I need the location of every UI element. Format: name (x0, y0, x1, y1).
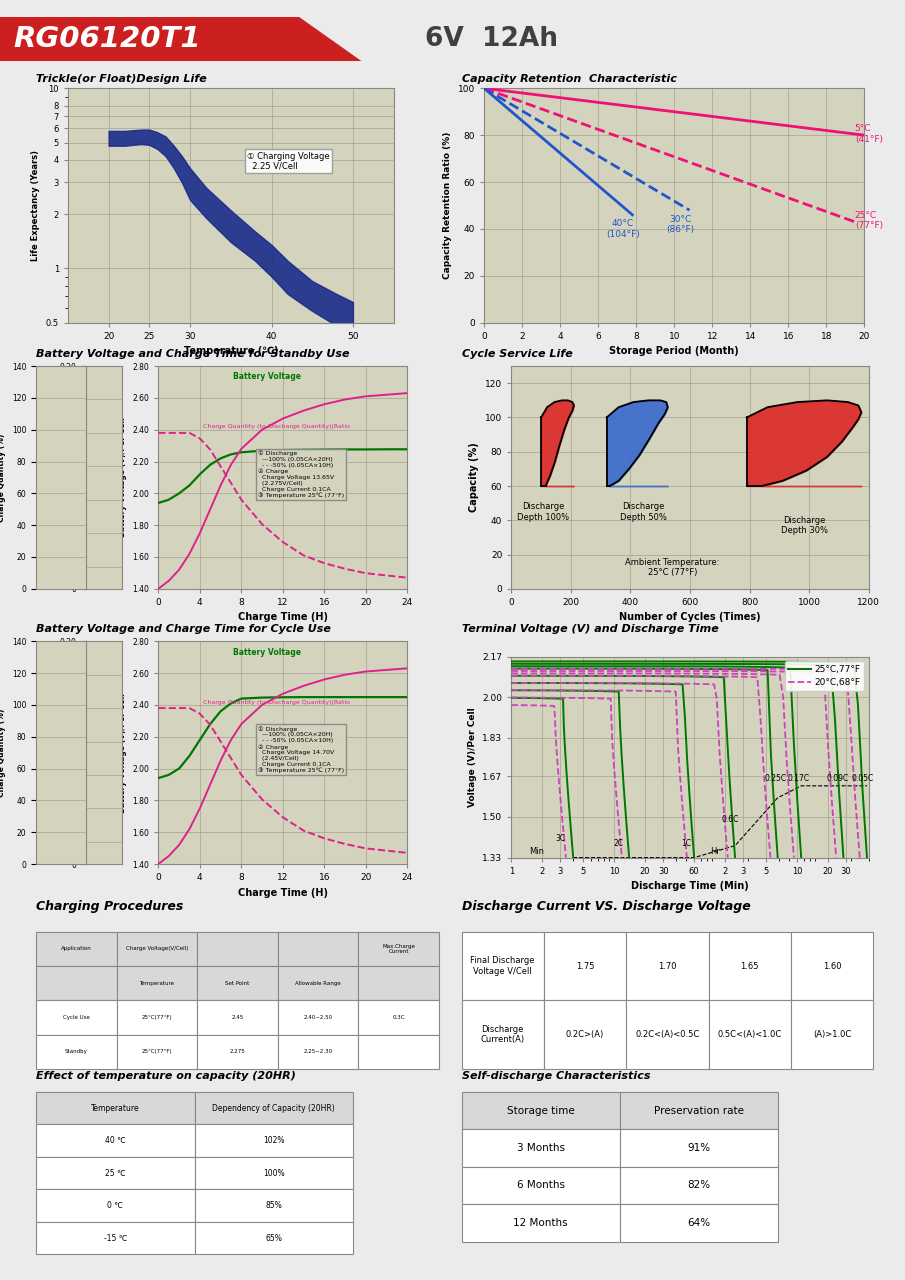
Text: Capacity Retention  Characteristic: Capacity Retention Characteristic (462, 74, 676, 84)
Text: 6V  12Ah: 6V 12Ah (425, 26, 558, 52)
Text: Ambient Temperature:
25°C (77°F): Ambient Temperature: 25°C (77°F) (625, 558, 719, 577)
Text: Charge Quantity (to-Discharge Quantity)(Ratio: Charge Quantity (to-Discharge Quantity)(… (203, 700, 350, 705)
Text: Terminal Voltage (V) and Discharge Time: Terminal Voltage (V) and Discharge Time (462, 625, 719, 635)
Text: 5°C
(41°F): 5°C (41°F) (855, 124, 882, 143)
X-axis label: Number of Cycles (Times): Number of Cycles (Times) (619, 612, 761, 622)
Legend: 25°C,77°F, 20°C,68°F: 25°C,77°F, 20°C,68°F (785, 662, 864, 691)
Text: Discharge
Depth 100%: Discharge Depth 100% (518, 502, 569, 522)
Text: 2C: 2C (614, 838, 624, 847)
Text: Discharge
Depth 30%: Discharge Depth 30% (781, 516, 828, 535)
Text: Charging Procedures: Charging Procedures (36, 900, 184, 913)
Text: Cycle Service Life: Cycle Service Life (462, 349, 572, 360)
Text: ① Discharge
  —100% (0.05CA×20H)
  - - -50% (0.05CA×10H)
② Charge
  Charge Volta: ① Discharge —100% (0.05CA×20H) - - -50% … (258, 726, 344, 773)
Text: Trickle(or Float)Design Life: Trickle(or Float)Design Life (36, 74, 207, 84)
Text: 0.6C: 0.6C (721, 814, 739, 824)
Text: ① Discharge
  —100% (0.05CA×20H)
  - - -50% (0.05CA×10H)
② Charge
  Charge Volta: ① Discharge —100% (0.05CA×20H) - - -50% … (258, 451, 344, 498)
Y-axis label: Life Expectancy (Years): Life Expectancy (Years) (31, 150, 40, 261)
Text: Discharge Current VS. Discharge Voltage: Discharge Current VS. Discharge Voltage (462, 900, 750, 913)
Text: Battery Voltage and Charge Time for Standby Use: Battery Voltage and Charge Time for Stan… (36, 349, 349, 360)
Y-axis label: Charge Quantity (%): Charge Quantity (%) (0, 433, 6, 522)
X-axis label: Temperature (℃): Temperature (℃) (184, 346, 278, 356)
Text: 40°C
(104°F): 40°C (104°F) (606, 219, 640, 239)
Y-axis label: Battery Voltage (V)/Per Cell: Battery Voltage (V)/Per Cell (118, 692, 127, 813)
X-axis label: Storage Period (Month): Storage Period (Month) (609, 346, 739, 356)
X-axis label: Charge Time (H): Charge Time (H) (238, 887, 328, 897)
Text: Effect of temperature on capacity (20HR): Effect of temperature on capacity (20HR) (36, 1071, 296, 1082)
Text: Battery Voltage: Battery Voltage (233, 648, 301, 657)
Text: 3C: 3C (556, 833, 566, 842)
Text: 30°C
(86°F): 30°C (86°F) (666, 215, 694, 234)
Y-axis label: Charge Current (CA): Charge Current (CA) (44, 434, 53, 521)
Y-axis label: Capacity Retention Ratio (%): Capacity Retention Ratio (%) (443, 132, 452, 279)
Text: 0.09C: 0.09C (827, 774, 849, 783)
Text: Min: Min (529, 847, 545, 856)
Text: Charge Quantity (to-Discharge Quantity)(Ratio: Charge Quantity (to-Discharge Quantity)(… (203, 425, 350, 430)
Text: RG06120T1: RG06120T1 (14, 26, 201, 52)
X-axis label: Discharge Time (Min): Discharge Time (Min) (631, 881, 749, 891)
Text: ① Charging Voltage
  2.25 V/Cell: ① Charging Voltage 2.25 V/Cell (247, 151, 329, 172)
Y-axis label: Charge Current (CA): Charge Current (CA) (44, 709, 53, 796)
Y-axis label: Charge Quantity (%): Charge Quantity (%) (0, 708, 6, 797)
Polygon shape (0, 17, 362, 61)
Text: Self-discharge Characteristics: Self-discharge Characteristics (462, 1071, 650, 1082)
Y-axis label: Capacity (%): Capacity (%) (470, 443, 480, 512)
Text: 25°C
(77°F): 25°C (77°F) (855, 211, 883, 230)
Text: Battery Voltage and Charge Time for Cycle Use: Battery Voltage and Charge Time for Cycl… (36, 625, 331, 635)
Text: 0.17C: 0.17C (787, 774, 809, 783)
Text: 0.25C: 0.25C (765, 774, 786, 783)
Text: Hr: Hr (710, 847, 720, 856)
Text: 0.05C: 0.05C (852, 774, 873, 783)
Y-axis label: Voltage (V)/Per Cell: Voltage (V)/Per Cell (468, 708, 477, 806)
Text: Discharge
Depth 50%: Discharge Depth 50% (620, 502, 667, 522)
X-axis label: Charge Time (H): Charge Time (H) (238, 612, 328, 622)
Y-axis label: Battery Voltage (V)/Per Cell: Battery Voltage (V)/Per Cell (118, 417, 127, 538)
Text: Battery Voltage: Battery Voltage (233, 372, 301, 381)
Text: 1C: 1C (681, 838, 691, 847)
